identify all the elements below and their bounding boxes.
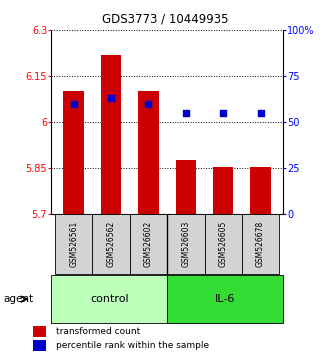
Text: percentile rank within the sample: percentile rank within the sample <box>56 341 210 350</box>
Text: GSM526562: GSM526562 <box>107 221 116 267</box>
Point <box>220 110 226 116</box>
Bar <box>205 214 242 274</box>
Text: GSM526602: GSM526602 <box>144 221 153 267</box>
Text: GSM526603: GSM526603 <box>181 221 190 268</box>
Bar <box>64 91 84 214</box>
Bar <box>213 167 233 214</box>
Bar <box>130 214 167 274</box>
Text: agent: agent <box>3 294 33 304</box>
Text: GDS3773 / 10449935: GDS3773 / 10449935 <box>102 12 229 25</box>
Bar <box>33 341 46 351</box>
Bar <box>167 214 205 274</box>
Point <box>258 110 263 116</box>
Point <box>183 110 188 116</box>
Point <box>71 101 76 107</box>
Point <box>109 95 114 101</box>
Text: GSM526605: GSM526605 <box>219 221 228 268</box>
Bar <box>101 55 121 214</box>
Bar <box>92 214 130 274</box>
Text: control: control <box>90 294 128 304</box>
Bar <box>167 275 283 323</box>
Bar <box>33 326 46 337</box>
Bar <box>51 275 167 323</box>
Bar <box>175 160 196 214</box>
Text: GSM526678: GSM526678 <box>256 221 265 267</box>
Point <box>146 101 151 107</box>
Text: transformed count: transformed count <box>56 327 141 336</box>
Bar <box>55 214 92 274</box>
Text: IL-6: IL-6 <box>215 294 235 304</box>
Bar <box>250 167 271 214</box>
Bar <box>138 91 159 214</box>
Bar <box>242 214 279 274</box>
Text: GSM526561: GSM526561 <box>69 221 78 267</box>
